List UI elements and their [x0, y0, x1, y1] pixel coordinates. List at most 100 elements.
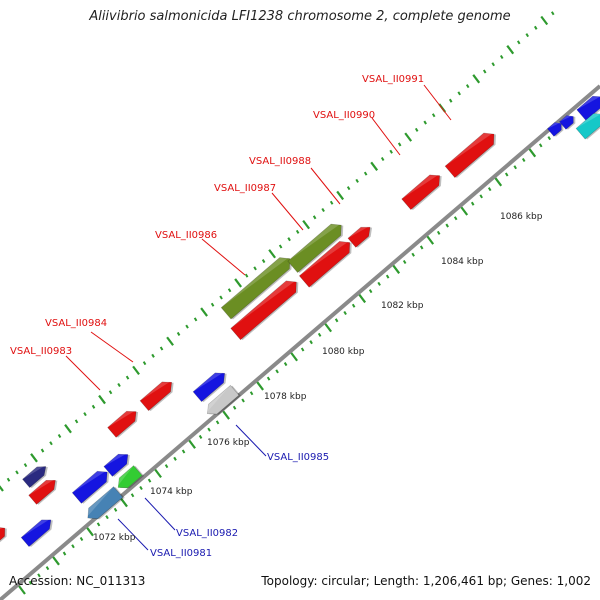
- label-leaders: [65, 84, 452, 551]
- gene-label-reverse: VSAL_II0981: [150, 548, 212, 559]
- tick-mark: [71, 544, 75, 549]
- tick-mark: [392, 264, 401, 274]
- kbp-tick-label: 1082 kbp: [381, 301, 424, 311]
- tick-mark: [389, 149, 393, 154]
- kbp-tick-label: 1076 kbp: [207, 438, 250, 448]
- tick-mark: [278, 244, 283, 249]
- blue-gene: [547, 122, 564, 137]
- tick-mark: [91, 404, 96, 409]
- tick-mark: [40, 448, 45, 453]
- tick-mark: [132, 365, 140, 376]
- leader-line: [271, 192, 304, 231]
- red-gene: [298, 241, 352, 288]
- gene-label-forward: VSAL_II0990: [313, 110, 375, 121]
- tick-mark: [525, 33, 529, 38]
- tick-mark: [74, 419, 79, 424]
- tick-mark: [431, 113, 436, 118]
- tick-mark: [173, 456, 177, 461]
- tick-mark: [232, 405, 237, 410]
- tick-mark: [105, 515, 109, 520]
- tick-mark: [227, 288, 232, 293]
- tick-mark: [166, 336, 174, 346]
- tick-mark: [151, 353, 155, 358]
- tick-mark: [404, 132, 413, 142]
- tick-mark: [402, 259, 407, 265]
- blue-gene: [71, 470, 110, 504]
- green-gene-vsal-ii0988: [287, 223, 344, 273]
- genome-summary: Topology: circular; Length: 1,206,461 bp…: [261, 574, 591, 588]
- tick-mark: [457, 91, 461, 96]
- tick-mark: [219, 295, 223, 300]
- tick-mark: [290, 352, 299, 362]
- tick-mark: [479, 194, 483, 199]
- tick-mark: [142, 361, 147, 366]
- tick-mark: [49, 441, 53, 446]
- inner-tick-track: [18, 128, 560, 595]
- tick-mark: [295, 229, 300, 234]
- leader-line: [310, 167, 341, 205]
- tick-mark: [550, 11, 555, 16]
- red-gene-vsal-ii0991: [444, 132, 496, 179]
- steel-blue-gene-vsal-ii0981: [86, 486, 125, 520]
- tick-mark: [321, 208, 325, 213]
- tick-mark: [164, 464, 169, 469]
- tick-mark: [302, 219, 311, 230]
- kbp-tick-label: 1074 kbp: [150, 487, 193, 497]
- tick-mark: [45, 566, 50, 571]
- tick-mark: [411, 252, 415, 257]
- tick-mark: [108, 390, 113, 395]
- tick-mark: [222, 410, 230, 420]
- leader-line: [201, 238, 246, 276]
- gene-label-reverse: VSAL_II0985: [267, 452, 329, 463]
- tick-mark: [287, 237, 291, 242]
- tick-mark: [83, 412, 87, 417]
- tick-mark: [334, 318, 339, 323]
- tick-mark: [6, 477, 11, 482]
- tick-mark: [125, 375, 130, 380]
- leader-line: [371, 117, 401, 156]
- tick-mark: [0, 485, 4, 492]
- tick-mark: [368, 289, 373, 294]
- tick-mark: [120, 497, 128, 508]
- tick-mark: [363, 171, 368, 176]
- kbp-tick-labels: 1072 kbp 1074 kbp 1076 kbp 1078 kbp 1080 kbp…: [93, 212, 543, 543]
- tick-mark: [419, 245, 424, 250]
- tick-mark: [460, 206, 469, 216]
- blue-gene: [20, 519, 53, 548]
- tick-mark: [309, 340, 313, 345]
- tick-mark: [96, 522, 101, 527]
- tick-mark: [540, 15, 549, 26]
- tick-mark: [176, 331, 181, 336]
- tick-mark: [28, 580, 33, 585]
- tick-mark: [15, 470, 19, 475]
- kbp-tick-label: 1080 kbp: [322, 347, 365, 357]
- tick-mark: [482, 69, 487, 74]
- tick-mark: [346, 186, 351, 191]
- tick-mark: [52, 556, 60, 566]
- tick-mark: [64, 424, 72, 434]
- red-gene-vsal-ii0984: [139, 381, 174, 412]
- tick-mark: [234, 278, 242, 288]
- tick-mark: [18, 585, 26, 595]
- tick-mark: [275, 369, 279, 374]
- tick-mark: [117, 382, 121, 387]
- green-gene-vsal-ii0982: [117, 465, 145, 489]
- tick-mark: [528, 148, 537, 158]
- tick-mark: [266, 376, 271, 381]
- tick-mark: [37, 573, 41, 578]
- tick-mark: [317, 332, 322, 337]
- tick-mark: [244, 273, 249, 278]
- tick-mark: [283, 362, 288, 367]
- tick-mark: [193, 317, 198, 322]
- kbp-tick-label: 1072 kbp: [93, 533, 136, 543]
- gene-label-forward: VSAL_II0983: [10, 346, 72, 357]
- tick-mark: [533, 25, 538, 30]
- gene-label-reverse: VSAL_II0982: [176, 528, 238, 539]
- gene-label-forward: VSAL_II0987: [214, 183, 276, 194]
- tick-mark: [397, 142, 402, 147]
- tick-mark: [241, 398, 245, 403]
- kbp-tick-label: 1084 kbp: [441, 257, 484, 267]
- tick-mark: [504, 172, 509, 177]
- tick-mark: [300, 347, 305, 352]
